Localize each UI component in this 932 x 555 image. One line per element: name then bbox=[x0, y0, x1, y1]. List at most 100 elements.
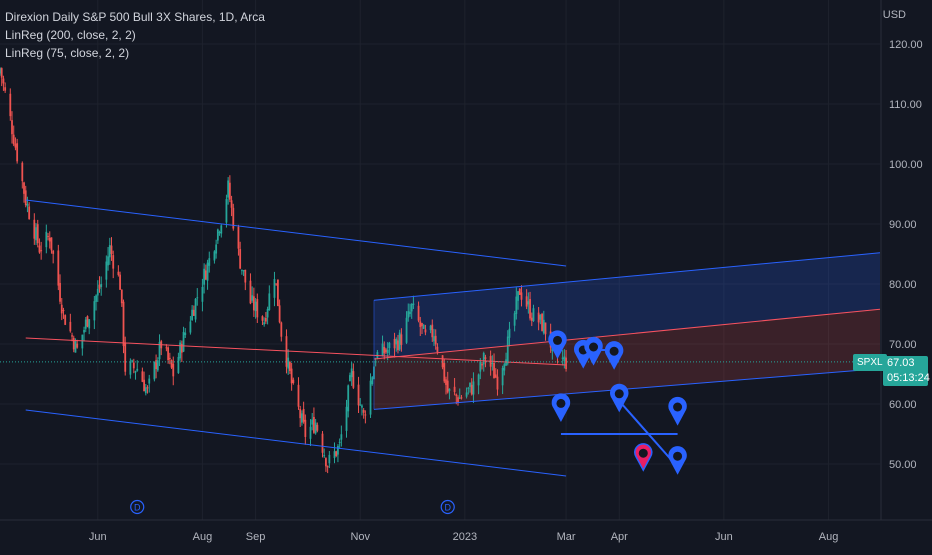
connector-line bbox=[618, 400, 679, 468]
candle-body bbox=[191, 309, 194, 321]
candle-body bbox=[357, 384, 360, 406]
candle-body bbox=[335, 451, 338, 456]
candle-body bbox=[50, 237, 53, 251]
candle-body bbox=[172, 363, 175, 377]
candle-body bbox=[340, 434, 343, 440]
y-tick-label: 110.00 bbox=[889, 99, 922, 111]
candle-body bbox=[184, 332, 187, 336]
candle-body bbox=[228, 182, 231, 200]
candle-body bbox=[40, 250, 43, 252]
candle-body bbox=[100, 284, 103, 287]
candle-body bbox=[35, 227, 37, 241]
candle-body bbox=[261, 316, 264, 321]
pin-hole bbox=[673, 402, 683, 412]
candle-body bbox=[482, 352, 485, 365]
x-tick-label: Sep bbox=[246, 531, 266, 543]
x-tick-label: 2023 bbox=[453, 531, 477, 543]
candle-body bbox=[323, 455, 326, 457]
candle-body bbox=[302, 409, 305, 422]
candle-body bbox=[424, 329, 427, 333]
candle-body bbox=[168, 357, 171, 360]
candle-body bbox=[297, 384, 300, 407]
candle-body bbox=[561, 357, 564, 360]
candle-body bbox=[143, 379, 145, 392]
candle-body bbox=[328, 454, 331, 464]
candle-body bbox=[129, 361, 132, 375]
candle-body bbox=[21, 162, 24, 182]
pin-hole bbox=[614, 389, 624, 399]
candle-body bbox=[515, 296, 518, 314]
linreg-200-center bbox=[25, 337, 567, 366]
candle-body bbox=[506, 336, 509, 364]
candle-body bbox=[239, 249, 242, 269]
candle-body bbox=[263, 322, 266, 325]
indicator-linreg-200[interactable]: LinReg (200, close, 2, 2) bbox=[5, 28, 136, 42]
candle-body bbox=[369, 380, 372, 415]
candle-body bbox=[397, 340, 399, 351]
linreg-75-center bbox=[373, 308, 881, 360]
candle-body bbox=[11, 120, 13, 135]
candle-body bbox=[266, 308, 269, 318]
symbol-title[interactable]: Direxion Daily S&P 500 Bull 3X Shares, 1… bbox=[5, 10, 265, 24]
candle-body bbox=[64, 315, 67, 325]
candle-body bbox=[69, 321, 72, 332]
candle-body bbox=[338, 441, 341, 443]
candle-body bbox=[316, 424, 319, 431]
x-tick-label: Mar bbox=[557, 531, 576, 543]
candle-body bbox=[192, 309, 195, 316]
candle-body bbox=[337, 445, 339, 455]
candle-body bbox=[347, 385, 350, 412]
pin-hole bbox=[556, 398, 566, 408]
candle-body bbox=[405, 317, 408, 343]
last-price: 67.03 bbox=[887, 357, 915, 369]
candle-body bbox=[0, 68, 1, 74]
candle-body bbox=[196, 297, 199, 299]
candle-body bbox=[445, 379, 447, 385]
candle-body bbox=[419, 321, 422, 327]
candle-body bbox=[96, 288, 99, 296]
candle-body bbox=[71, 335, 73, 337]
candle-body bbox=[141, 371, 144, 382]
candle-body bbox=[376, 352, 379, 358]
indicator-linreg-75[interactable]: LinReg (75, close, 2, 2) bbox=[5, 46, 130, 60]
map-pin-icon bbox=[584, 336, 603, 366]
candle-body bbox=[469, 382, 471, 387]
candle-body bbox=[225, 199, 228, 223]
map-pin-icon bbox=[668, 396, 687, 426]
last-price-tag: 67.03 05:13:24 bbox=[883, 356, 930, 386]
candle-body bbox=[93, 301, 96, 321]
linreg-200-upper bbox=[25, 199, 567, 267]
candle-body bbox=[289, 362, 291, 371]
candle-body bbox=[252, 296, 255, 311]
pin-hole bbox=[589, 342, 599, 352]
pin-hole bbox=[609, 346, 619, 356]
candle-body bbox=[12, 134, 15, 145]
candle-body bbox=[446, 380, 449, 393]
candle-body bbox=[264, 317, 267, 322]
candle-body bbox=[383, 346, 386, 354]
candle-body bbox=[208, 258, 211, 266]
candle-body bbox=[179, 342, 182, 359]
candle-body bbox=[537, 312, 540, 323]
candle-body bbox=[23, 182, 25, 194]
candle-body bbox=[287, 357, 290, 369]
candle-body bbox=[244, 269, 247, 283]
candle-body bbox=[436, 346, 439, 353]
candle-body bbox=[484, 357, 487, 359]
candle-body bbox=[72, 337, 75, 350]
candle-body bbox=[240, 269, 243, 271]
candle-body bbox=[385, 349, 387, 353]
candle-body bbox=[9, 93, 12, 117]
candle-body bbox=[448, 388, 451, 391]
candle-body bbox=[364, 414, 367, 416]
candle-body bbox=[33, 219, 36, 239]
candle-body bbox=[204, 270, 207, 280]
candle-body bbox=[110, 245, 113, 254]
candle-body bbox=[16, 143, 19, 162]
candle-body bbox=[433, 336, 435, 342]
candle-body bbox=[132, 362, 135, 369]
candle-body bbox=[84, 319, 87, 329]
currency-label[interactable]: USD bbox=[882, 9, 906, 21]
